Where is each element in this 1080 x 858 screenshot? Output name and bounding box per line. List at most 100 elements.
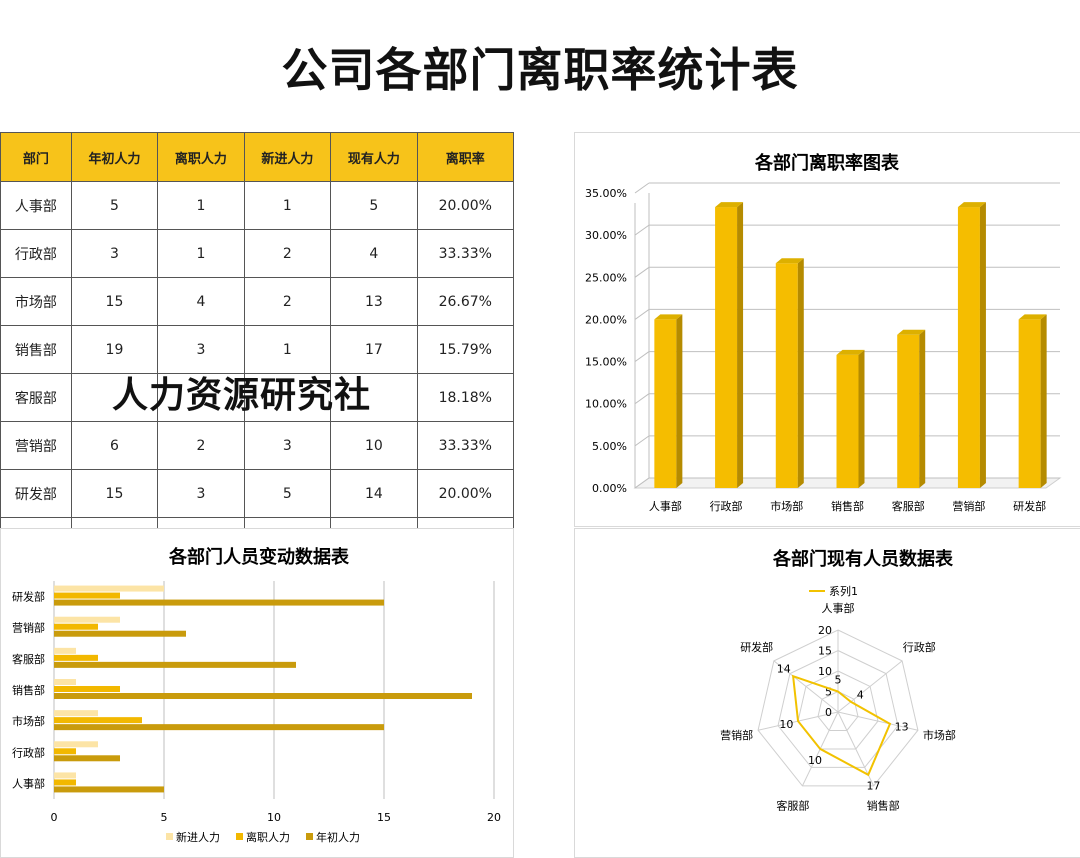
x-tick-label: 15 (377, 811, 391, 824)
legend-swatch (236, 833, 243, 840)
bar-side (1040, 314, 1047, 488)
bar (54, 630, 186, 637)
bar-side (676, 314, 683, 488)
table-cell: 2 (157, 421, 245, 470)
radar-chart-panel: 各部门现有人员数据表 系列1 人事部 行政部 市场部 销售部 客服部 营销部 研发部 0 5 10 15… (574, 528, 1080, 858)
table-row: 研发部 15 3 5 14 20.00% (0, 469, 515, 518)
r-tick-label: 0 (825, 706, 832, 719)
table-header-row: 部门 年初人力 离职人力 新进人力 现有人力 离职率 (0, 132, 515, 182)
bar (54, 654, 98, 661)
radar-chart: 各部门现有人员数据表系列1人事部行政部市场部销售部客服部营销部研发部051015… (720, 548, 956, 813)
bar (54, 679, 76, 685)
table-cell: 3 (157, 469, 245, 518)
chart-title: 各部门离职率图表 (754, 152, 900, 174)
y-tick-label: 25.00% (585, 271, 627, 284)
table-cell: 2 (243, 277, 332, 326)
gridline-side (634, 393, 650, 405)
radar-spoke (837, 660, 903, 713)
x-tick-label: 销售部 (831, 499, 864, 513)
legend-swatch (306, 833, 313, 840)
bar (54, 717, 142, 724)
table-cell: 15 (70, 469, 159, 518)
table-cell: 15.79% (416, 325, 515, 374)
data-label: 5 (835, 674, 842, 687)
table-cell: 33.33% (416, 229, 515, 278)
table-cell: 4 (330, 229, 418, 278)
y-tick-label: 35.00% (585, 187, 627, 200)
y-tick-label: 营销部 (12, 621, 45, 635)
header-new: 新进人力 (243, 132, 332, 182)
bar (54, 623, 98, 630)
bar (54, 724, 384, 731)
watermark: 人力资源研究社 (112, 374, 372, 416)
bar-top (775, 258, 804, 264)
table-cell: 1 (243, 181, 332, 230)
table-cell: 2 (243, 229, 332, 278)
table-cell: 研发部 (0, 469, 72, 518)
radar-grid-ring (777, 649, 899, 768)
x-tick-label: 市场部 (770, 499, 803, 513)
table-cell: 18.18% (416, 373, 515, 422)
r-tick-label: 5 (825, 686, 832, 699)
table-row: 客服部 18.18% (0, 373, 515, 422)
x-tick-label: 人事部 (649, 499, 682, 513)
bar (957, 207, 980, 488)
legend-label: 年初人力 (316, 830, 360, 844)
legend-label: 离职人力 (246, 830, 290, 844)
bar (54, 647, 76, 654)
table-cell: 5 (70, 181, 159, 230)
table-cell: 10 (330, 421, 418, 470)
bar (54, 585, 164, 592)
header-left: 离职人力 (157, 132, 245, 182)
bar (54, 741, 98, 748)
table-cell: 14 (330, 469, 418, 518)
bar (54, 755, 120, 762)
bar (54, 592, 120, 599)
gridline-side (634, 266, 650, 278)
data-label: 13 (895, 721, 909, 734)
data-label: 4 (857, 688, 864, 701)
table-cell (243, 373, 332, 422)
bar (54, 661, 296, 668)
bar (836, 354, 859, 488)
bar-top (1018, 314, 1047, 320)
bar (54, 772, 76, 779)
x-tick-label: 客服部 (892, 499, 925, 513)
category-label: 客服部 (776, 799, 809, 813)
chart-title: 各部门人员变动数据表 (168, 546, 350, 568)
table-cell: 营销部 (0, 421, 72, 470)
radar-spoke (773, 660, 839, 713)
y-tick-label: 销售部 (12, 683, 45, 697)
gridline-side (634, 309, 650, 320)
y-tick-label: 20.00% (585, 313, 627, 326)
header-dept: 部门 (0, 132, 72, 182)
bar-side (919, 329, 926, 488)
x-tick-label: 行政部 (710, 499, 743, 513)
bar-top (836, 349, 865, 355)
rate-bar-chart: 各部门离职率图表 0.00% 5.00% 10.00% 15.00% 20.00% 25.0… (585, 152, 1062, 513)
radar-spoke (837, 711, 919, 731)
bar (54, 599, 384, 606)
data-label: 10 (808, 754, 822, 767)
table-row: 营销部 6 2 3 10 33.33% (0, 421, 515, 470)
gridline-side (634, 182, 650, 194)
y-tick-label: 10.00% (585, 398, 627, 411)
series-line (791, 674, 892, 777)
bar (54, 779, 76, 786)
table-cell: 客服部 (0, 373, 72, 422)
bar (54, 748, 76, 755)
gridline-side (634, 351, 650, 362)
table-row: 市场部 15 4 2 13 26.67% (0, 277, 515, 326)
bar-top (715, 202, 744, 208)
table-cell: 3 (70, 229, 159, 278)
radar-grid-ring (797, 670, 879, 750)
table-cell: 33.33% (416, 421, 515, 470)
table-cell: 3 (243, 421, 332, 470)
bar (54, 693, 472, 699)
y-tick-label: 研发部 (12, 590, 45, 604)
x-tick-label: 营销部 (952, 499, 985, 513)
category-label: 人事部 (822, 601, 855, 615)
bar (54, 710, 98, 717)
bar (54, 686, 120, 692)
legend-label: 新进人力 (176, 830, 220, 844)
